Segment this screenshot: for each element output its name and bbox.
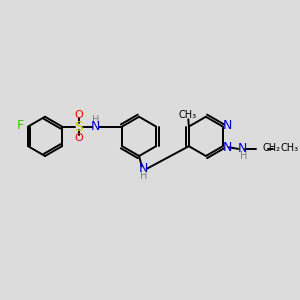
Text: CH₃: CH₃ (281, 143, 299, 153)
Text: N: N (223, 141, 232, 154)
Text: O: O (75, 110, 83, 120)
Text: CH₂: CH₂ (263, 143, 281, 153)
Text: N: N (139, 162, 148, 175)
Text: O: O (75, 133, 83, 143)
Text: H: H (140, 171, 147, 181)
Text: H: H (92, 115, 100, 125)
Text: N: N (237, 142, 247, 155)
Text: F: F (17, 119, 24, 132)
Text: S: S (75, 120, 83, 134)
Text: N: N (91, 120, 100, 133)
Text: H: H (240, 151, 247, 161)
Text: N: N (223, 119, 232, 132)
Text: CH₃: CH₃ (178, 110, 196, 120)
